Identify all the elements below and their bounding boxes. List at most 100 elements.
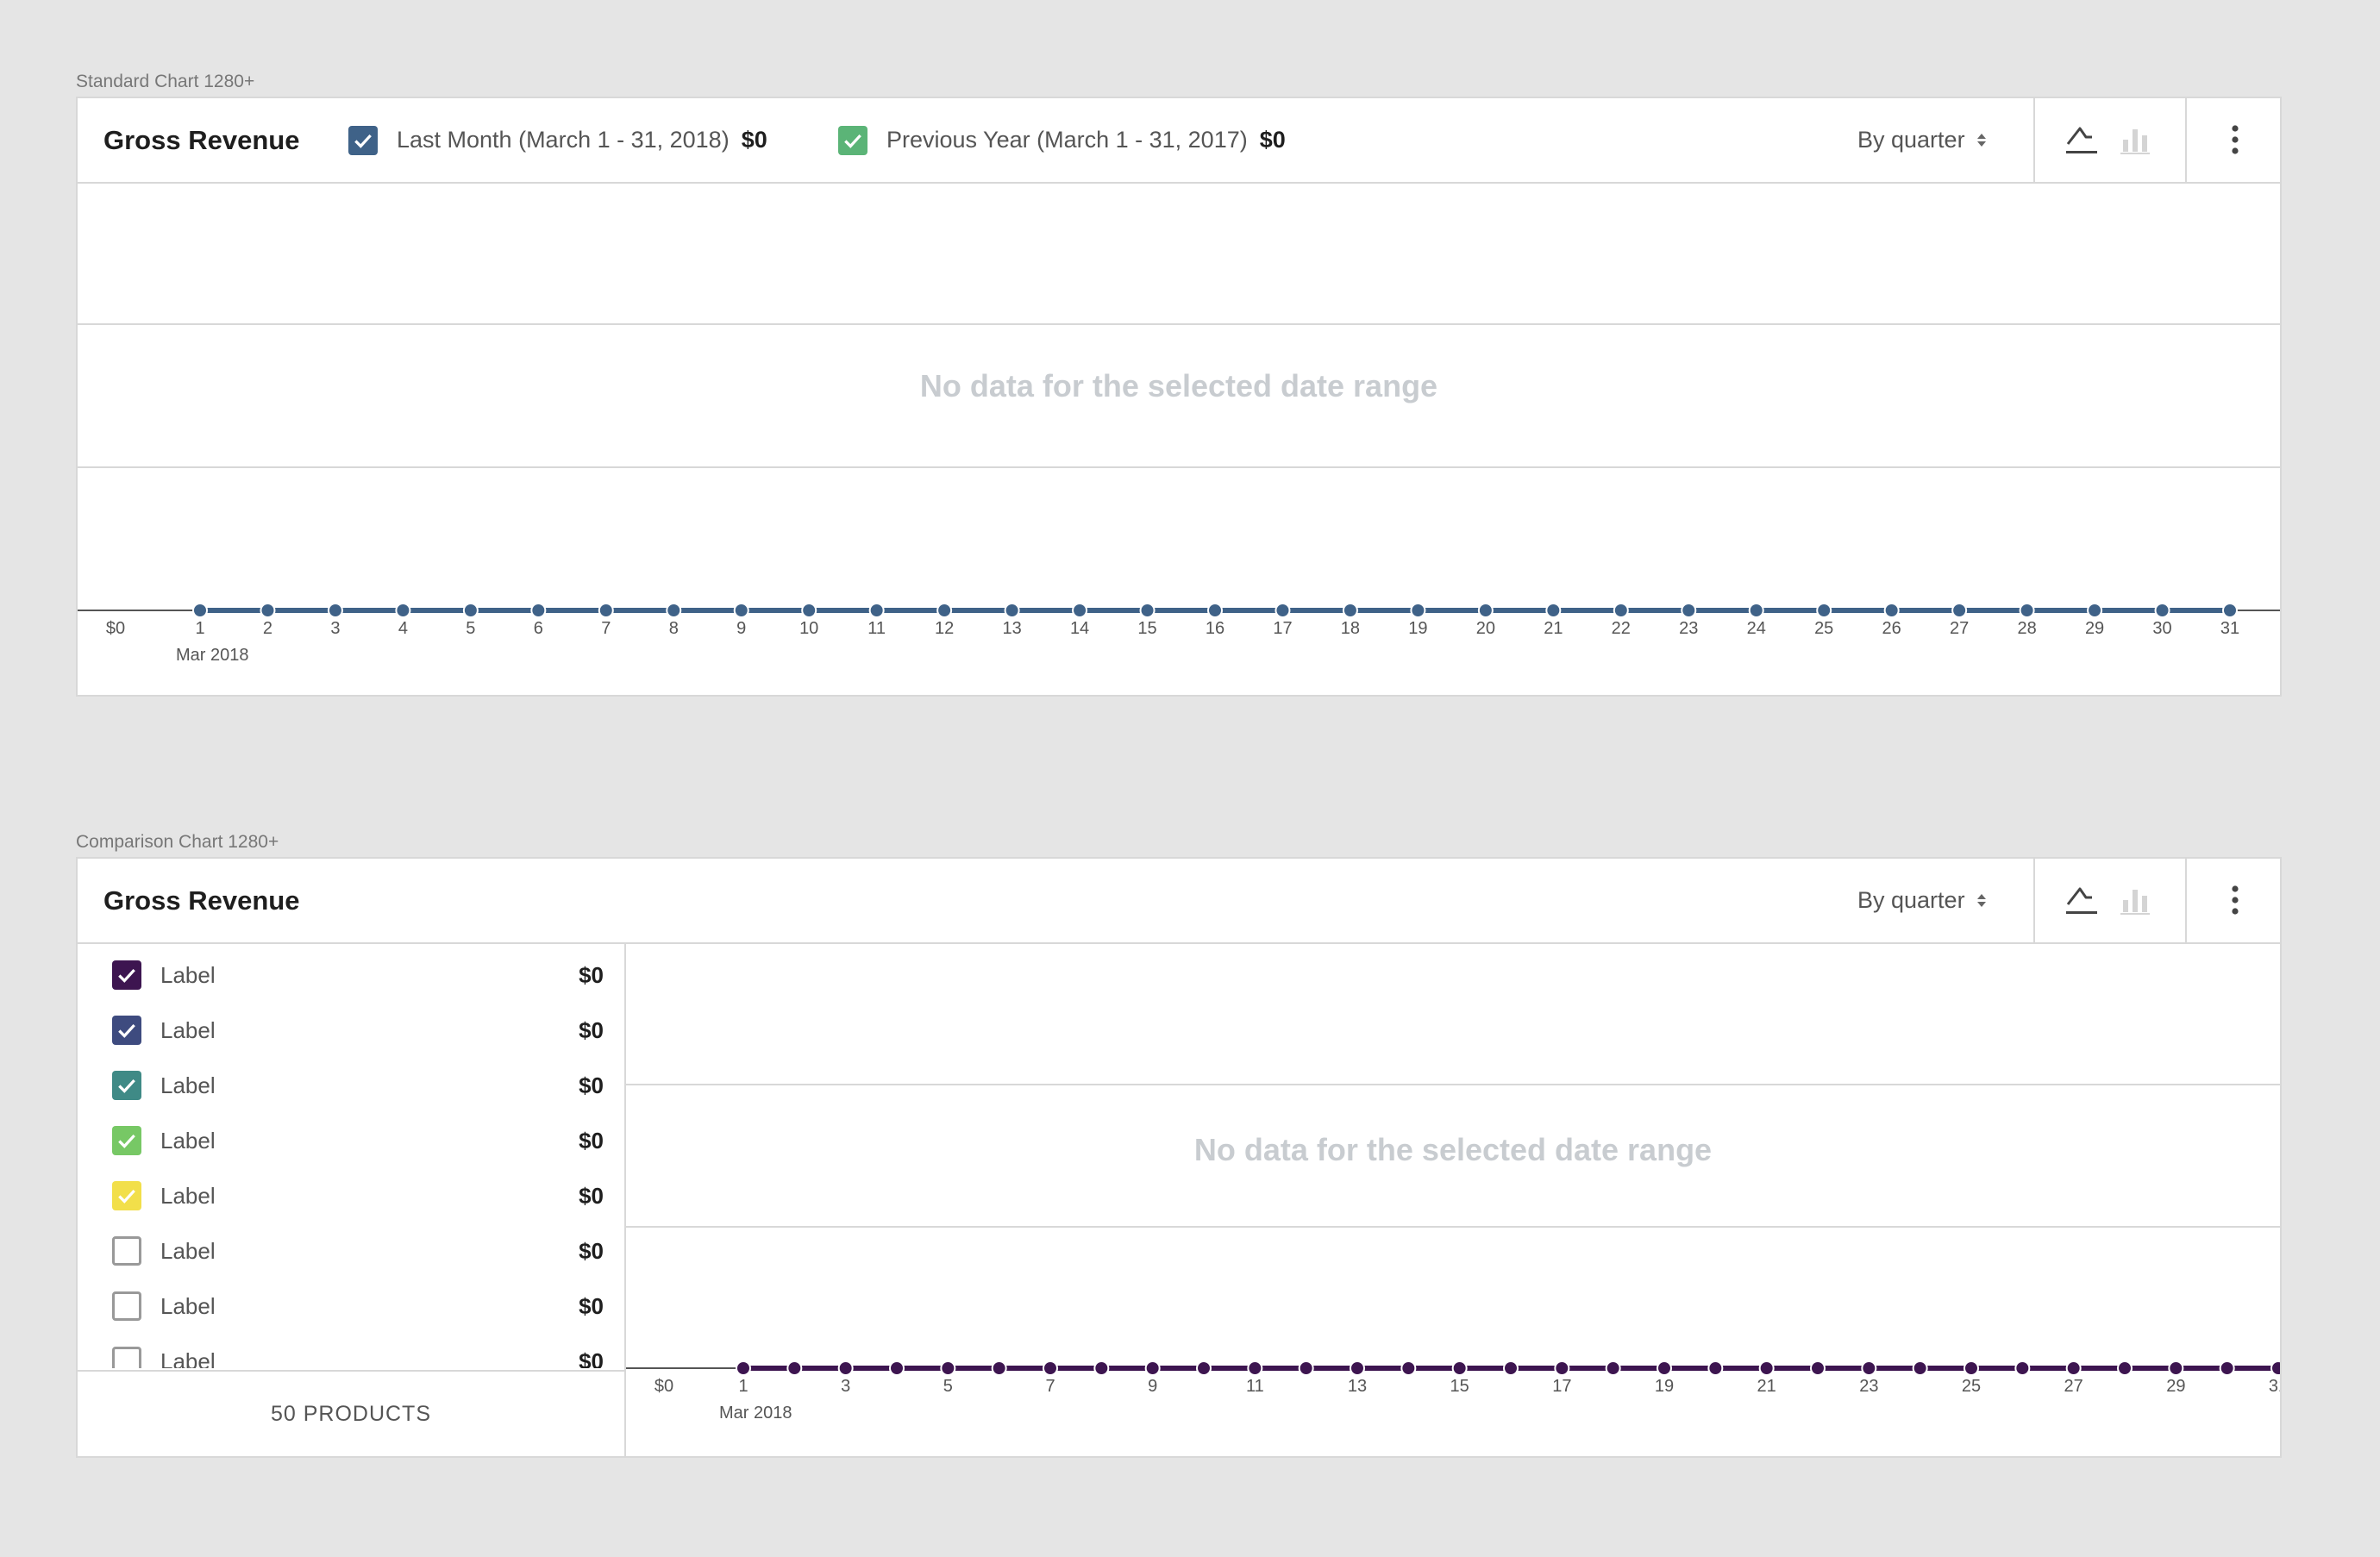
data-point[interactable]: [1657, 1360, 1672, 1376]
data-point[interactable]: [1816, 603, 1832, 618]
data-point[interactable]: [1810, 1360, 1826, 1376]
data-point[interactable]: [2117, 1360, 2133, 1376]
data-point[interactable]: [889, 1360, 905, 1376]
data-point[interactable]: [1207, 603, 1223, 618]
more-menu-button[interactable]: [2216, 121, 2254, 159]
series-item[interactable]: Label $0: [112, 1068, 604, 1103]
legend-checkbox-previous-year[interactable]: [838, 125, 867, 155]
legend-item-last-month[interactable]: Last Month (March 1 - 31, 2018) $0: [348, 98, 767, 182]
data-point[interactable]: [462, 603, 479, 618]
series-checkbox[interactable]: [112, 1236, 141, 1266]
data-point[interactable]: [1707, 1360, 1724, 1376]
data-point[interactable]: [2014, 1360, 2031, 1376]
series-item[interactable]: Label $0: [112, 958, 604, 992]
data-point[interactable]: [1093, 1360, 1110, 1376]
data-point[interactable]: [1964, 1360, 1979, 1376]
data-point[interactable]: [786, 1360, 803, 1376]
data-point[interactable]: [1758, 1360, 1775, 1376]
data-point[interactable]: [1613, 603, 1629, 618]
legend-item-previous-year[interactable]: Previous Year (March 1 - 31, 2017) $0: [838, 98, 1286, 182]
series-value: $0: [579, 1127, 604, 1154]
data-point[interactable]: [1144, 1360, 1161, 1376]
data-point[interactable]: [2168, 1360, 2184, 1376]
series-checkbox[interactable]: [112, 1181, 141, 1210]
data-point[interactable]: [936, 603, 953, 618]
data-point[interactable]: [2019, 603, 2035, 618]
series-checkbox[interactable]: [112, 1016, 141, 1045]
data-point[interactable]: [1681, 603, 1697, 618]
comparison-chart-header: Gross Revenue By quarter: [78, 859, 2280, 944]
interval-value: By quarter: [1857, 127, 1965, 153]
data-point[interactable]: [1883, 603, 1900, 618]
data-point[interactable]: [1247, 1360, 1263, 1376]
data-point[interactable]: [530, 603, 547, 618]
data-point[interactable]: [1400, 1360, 1417, 1376]
data-point[interactable]: [1861, 1360, 1877, 1376]
series-value: $0: [579, 1292, 604, 1319]
data-point[interactable]: [1350, 1360, 1365, 1376]
data-point[interactable]: [1554, 1360, 1570, 1376]
series-item[interactable]: Label $0: [112, 1289, 604, 1323]
data-point[interactable]: [1139, 603, 1156, 618]
series-item[interactable]: Label $0: [112, 1179, 604, 1213]
data-point[interactable]: [1342, 603, 1358, 618]
data-point[interactable]: [2270, 1360, 2280, 1376]
bar-chart-button[interactable]: [2116, 121, 2154, 159]
line-chart-button[interactable]: [2063, 881, 2101, 919]
data-point[interactable]: [1072, 603, 1088, 618]
data-point[interactable]: [736, 1360, 751, 1376]
series-checkbox[interactable]: [112, 1071, 141, 1100]
data-point[interactable]: [1451, 1360, 1468, 1376]
data-point[interactable]: [1477, 603, 1494, 618]
interval-select[interactable]: By quarter: [1857, 98, 1986, 182]
interval-select[interactable]: By quarter: [1857, 859, 1986, 942]
series-item[interactable]: Label $0: [112, 1234, 604, 1268]
data-point[interactable]: [1298, 1360, 1314, 1376]
line-chart-button[interactable]: [2063, 121, 2101, 159]
standard-chart-plot: $0 1 2 3 4 5 6 7 8 9 10 11 12 13 14 15 16 17 18 19 20 21 22 23 2…: [78, 182, 2280, 695]
data-point[interactable]: [2222, 603, 2238, 618]
data-point[interactable]: [260, 603, 276, 618]
legend-checkbox-last-month[interactable]: [348, 125, 378, 155]
data-point[interactable]: [327, 603, 343, 618]
data-point[interactable]: [2154, 603, 2170, 618]
data-point[interactable]: [395, 603, 411, 618]
data-point[interactable]: [1748, 603, 1764, 618]
data-point[interactable]: [1043, 1360, 1058, 1376]
data-point[interactable]: [2219, 1360, 2235, 1376]
series-checkbox[interactable]: [112, 960, 141, 990]
data-point[interactable]: [1605, 1360, 1621, 1376]
data-point[interactable]: [2065, 1360, 2082, 1376]
data-point[interactable]: [598, 603, 614, 618]
bar-chart-button[interactable]: [2116, 881, 2154, 919]
series-item[interactable]: Label $0: [112, 1013, 604, 1047]
data-point[interactable]: [1545, 603, 1562, 618]
data-point[interactable]: [1275, 603, 1291, 618]
data-point[interactable]: [940, 1360, 956, 1376]
data-point[interactable]: [666, 603, 682, 618]
data-point[interactable]: [991, 1360, 1007, 1376]
x-tick-label: 20: [1476, 619, 1495, 638]
x-tick-label: 27: [1950, 619, 1969, 638]
data-point[interactable]: [733, 603, 749, 618]
data-point[interactable]: [868, 603, 885, 618]
data-point[interactable]: [1410, 603, 1426, 618]
data-point[interactable]: [1912, 1360, 1928, 1376]
series-item[interactable]: Label $0: [112, 1123, 604, 1158]
series-checkbox[interactable]: [112, 1347, 141, 1368]
legend-label: Previous Year (March 1 - 31, 2017): [886, 127, 1248, 153]
series-checkbox[interactable]: [112, 1291, 141, 1321]
series-item[interactable]: Label $0: [112, 1344, 604, 1368]
series-checkbox[interactable]: [112, 1126, 141, 1155]
data-point[interactable]: [192, 603, 208, 618]
standard-chart-panel: Gross Revenue Last Month (March 1 - 31, …: [76, 97, 2282, 697]
data-point[interactable]: [1951, 603, 1968, 618]
series-value: $0: [579, 1237, 604, 1264]
data-point[interactable]: [1503, 1360, 1519, 1376]
data-point[interactable]: [801, 603, 817, 618]
data-point[interactable]: [1196, 1360, 1212, 1376]
data-point[interactable]: [837, 1360, 854, 1376]
more-menu-button[interactable]: [2216, 881, 2254, 919]
data-point[interactable]: [2087, 603, 2103, 618]
data-point[interactable]: [1004, 603, 1020, 618]
